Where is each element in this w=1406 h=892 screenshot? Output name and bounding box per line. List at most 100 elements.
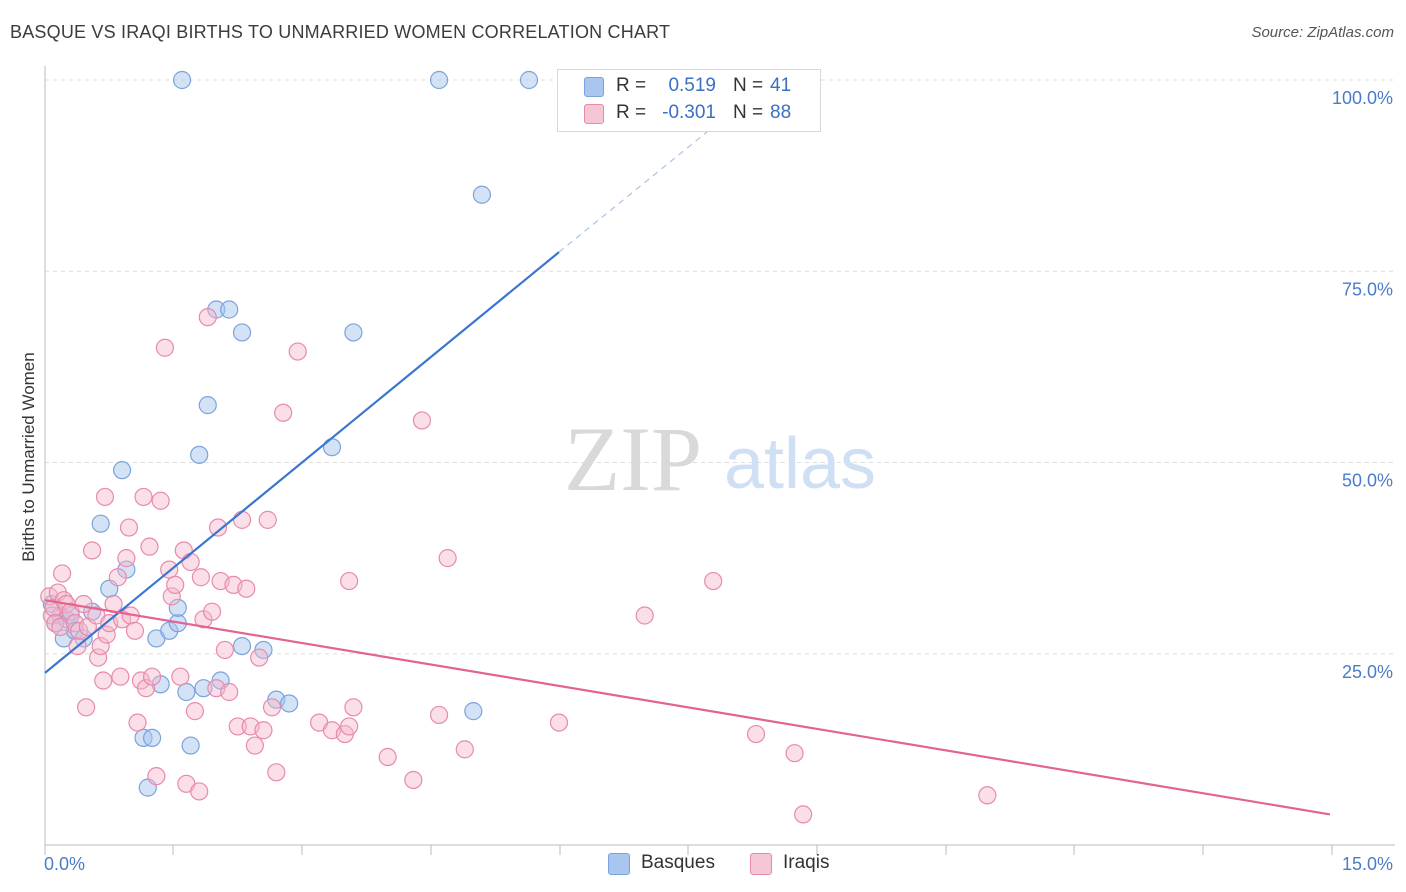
point-iraqis [166,575,185,595]
trend-line-iraqis [44,599,1331,816]
point-iraqis [91,636,110,656]
legend-swatch-basques [584,77,604,97]
point-basques [198,396,217,415]
point-iraqis [171,667,190,686]
point-iraqis [111,667,130,686]
point-iraqis [274,403,293,422]
point-iraqis [136,679,156,698]
point-iraqis [549,713,569,732]
point-iraqis [785,744,804,763]
point-iraqis [155,338,175,357]
y-tick-label: 25.0% [1342,662,1393,682]
point-iraqis [117,549,136,568]
point-iraqis [794,805,813,824]
point-basques [322,438,342,457]
legend-r-label: R = [616,102,647,123]
point-basques [168,598,187,617]
axes [44,66,1395,855]
point-basques [232,323,252,342]
point-iraqis [262,698,282,717]
point-iraqis [140,537,159,556]
point-iraqis [83,541,102,560]
legend-row-iraqis: R = -0.301 N = 88 [558,101,820,127]
point-iraqis [232,510,252,529]
point-basques [177,682,196,702]
point-iraqis [202,602,222,621]
point-iraqis [258,510,277,529]
axis-labels: 25.0% 50.0% 75.0% 100.0% 0.0% 15.0% Births to … [19,88,1393,874]
grid-lines [45,79,1395,655]
point-iraqis [181,552,200,572]
point-iraqis [142,667,162,686]
point-iraqis [245,736,264,755]
legend-label-basques: Basques [641,852,715,873]
point-basques [519,70,539,90]
point-iraqis [228,717,247,736]
legend-n-value: 41 [770,75,792,96]
point-iraqis [635,606,654,625]
point-basques [464,702,483,721]
point-basques [232,636,252,656]
point-iraqis [455,740,474,759]
point-iraqis [128,713,147,732]
y-tick-label: 50.0% [1342,471,1393,491]
source-credit: Source: ZipAtlas.com [1251,24,1394,41]
point-iraqis [746,724,766,744]
point-iraqis [191,568,211,587]
point-iraqis [162,587,181,606]
point-iraqis [704,571,723,591]
legend-row-basques: R = 0.519 N = 41 [558,74,820,100]
point-iraqis [429,705,449,725]
y-tick-label: 100.0% [1332,88,1393,108]
legend-n-value: 88 [770,102,792,123]
point-iraqis [77,698,96,717]
point-iraqis [70,621,89,640]
correlation-legend: R = 0.519 N = 41 R = -0.301 N = 88 [557,69,821,132]
legend-swatch-iraqis [750,853,772,875]
legend-n-label: N = [733,102,764,123]
point-iraqis [94,671,113,690]
point-iraqis [208,518,228,537]
legend-r-value: 0.519 [668,75,716,96]
point-iraqis [185,702,205,721]
point-iraqis [134,487,153,507]
series-basques [42,70,539,797]
point-iraqis [53,564,72,583]
series-iraqis [40,308,997,824]
point-iraqis [51,617,70,637]
point-iraqis [288,342,307,361]
point-iraqis [215,640,234,660]
point-iraqis [108,568,127,587]
point-iraqis [89,648,108,667]
watermark-atlas: atlas [724,424,876,504]
point-iraqis [151,491,170,510]
legend-n-label: N = [733,75,764,96]
point-iraqis [254,721,273,740]
point-iraqis [267,763,286,782]
point-iraqis [340,717,359,736]
chart-title: BASQUE VS IRAQI BIRTHS TO UNMARRIED WOME… [10,22,671,42]
point-iraqis [119,518,139,537]
watermark-zip: ZIP [564,408,702,510]
point-basques [472,185,491,204]
point-iraqis [237,579,256,598]
legend-swatch-basques [608,853,630,875]
point-basques [194,679,213,698]
legend-swatch-iraqis [584,104,604,124]
legend-r-value: -0.301 [662,102,716,123]
point-basques [344,323,363,342]
point-iraqis [198,308,217,327]
point-iraqis [220,682,239,702]
point-iraqis [95,487,115,507]
point-iraqis [412,411,432,430]
y-axis-label: Births to Unmarried Women [19,352,38,561]
point-basques [429,70,449,90]
point-iraqis [978,786,997,805]
point-iraqis [340,571,359,591]
point-basques [220,300,239,319]
point-iraqis [147,767,166,786]
point-iraqis [378,747,397,767]
x-tick-label: 0.0% [44,854,85,874]
point-basques [172,70,192,90]
